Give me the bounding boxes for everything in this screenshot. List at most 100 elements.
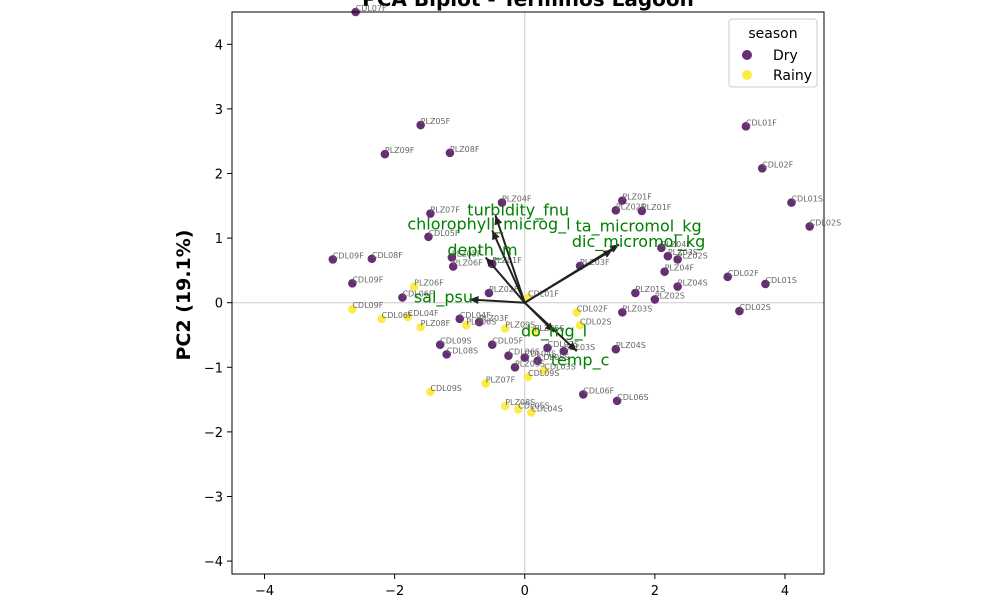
- point-label: CDL04S: [525, 350, 556, 359]
- data-point: [448, 261, 459, 272]
- point-label: PLZ04F: [661, 240, 691, 249]
- point-label: PLZ03F: [479, 314, 509, 323]
- data-point: [425, 208, 436, 219]
- y-tick-label: 0: [215, 297, 223, 312]
- data-point: [347, 278, 358, 289]
- point-label: PLZ01S: [635, 285, 665, 294]
- loading-arrow: [491, 229, 526, 304]
- loading-label: turbidity_fnu: [467, 200, 569, 220]
- point-label: PLZ02S: [678, 251, 708, 260]
- data-point: [672, 281, 683, 292]
- legend-marker: [742, 50, 752, 60]
- loading-label: sal_psu: [414, 288, 473, 308]
- data-point: [630, 288, 641, 298]
- data-point: [804, 221, 815, 232]
- data-point: [397, 292, 408, 303]
- y-tick-label: −2: [204, 426, 223, 441]
- point-label: CDL02F: [728, 269, 759, 278]
- legend-box: [728, 18, 818, 88]
- data-point: [786, 197, 797, 208]
- plot-area: CDL07F PLZ05F PLZ09F PLZ08F CDL01F CDL02F CDL0…: [204, 4, 841, 599]
- point-label: CDL09S: [430, 384, 461, 393]
- data-point: [409, 281, 420, 292]
- point-label: CDL02F: [762, 160, 793, 169]
- point-label: PLZ02S: [655, 291, 685, 300]
- point-label: CDL03S: [544, 363, 575, 372]
- y-tick-label: −1: [204, 361, 223, 376]
- point-label: CDL09F: [352, 275, 383, 284]
- data-point: [532, 355, 543, 366]
- data-point: [402, 312, 413, 322]
- point-label: CDL01S: [791, 195, 822, 204]
- data-point: [760, 279, 771, 289]
- point-label: PLZ02F: [489, 285, 519, 294]
- point-label: CDL04S: [531, 405, 562, 414]
- data-point: [672, 254, 683, 265]
- loading-arrow: [469, 298, 525, 304]
- point-label: PLZ01F: [492, 256, 522, 265]
- data-point: [454, 313, 465, 324]
- data-point: [610, 205, 621, 216]
- point-label: PLZ01F: [622, 193, 652, 202]
- point-label: CDL05F: [428, 229, 459, 238]
- legend-entry: Dry: [773, 48, 798, 64]
- data-point: [415, 120, 426, 130]
- legend-entry: Rainy: [773, 68, 812, 84]
- loading-arrow: [484, 256, 526, 304]
- point-label: PLZ04S: [678, 279, 708, 288]
- data-point: [513, 404, 524, 415]
- data-point: [610, 344, 621, 355]
- legend-title: season: [748, 26, 797, 42]
- x-tick-label: 0: [521, 584, 529, 599]
- data-point: [571, 307, 582, 318]
- data-point: [757, 163, 768, 174]
- data-point: [529, 326, 540, 337]
- point-label: PLZ08S: [505, 398, 535, 407]
- data-point: [423, 231, 434, 242]
- loading-arrow: [524, 301, 578, 352]
- point-label: CDL05F: [492, 337, 523, 346]
- point-label: CDL05S: [518, 401, 549, 410]
- data-point: [327, 254, 338, 265]
- data-point: [656, 242, 667, 253]
- data-point: [500, 401, 511, 411]
- data-point: [539, 365, 550, 376]
- point-label: PLZ07F: [486, 375, 516, 384]
- data-point: [558, 346, 569, 357]
- point-label: PLZ02F: [616, 202, 646, 211]
- y-tick-label: 1: [215, 232, 223, 247]
- point-label: CDL01F: [746, 118, 777, 127]
- point-label: CDL02F: [577, 304, 608, 313]
- point-label: CDL06F: [583, 386, 614, 395]
- point-label: PLZ05S: [515, 359, 545, 368]
- point-label: CDL09S: [528, 369, 559, 378]
- data-point: [510, 362, 520, 373]
- data-point: [503, 350, 514, 361]
- point-label: CDL06F: [382, 311, 413, 320]
- point-label: PLZ08F: [421, 319, 451, 328]
- y-tick-label: −3: [204, 490, 223, 505]
- data-point: [734, 306, 745, 316]
- data-point: [415, 322, 426, 333]
- loading-label: do_mg_l: [521, 321, 587, 341]
- loading-arrowhead: [469, 295, 479, 304]
- point-label: CDL06S: [617, 393, 648, 402]
- legend-marker: [742, 70, 752, 80]
- x-tick-label: −2: [385, 584, 404, 599]
- y-tick-label: 2: [215, 167, 223, 182]
- data-point: [649, 294, 660, 305]
- point-label: CDL06F: [402, 290, 433, 299]
- loading-label: dic_micromol_kg: [572, 232, 705, 252]
- data-point: [636, 206, 647, 216]
- chart-title: PCA Biplot - Términos Lagoon: [362, 0, 694, 11]
- point-label: CDL02S: [810, 218, 841, 227]
- data-point: [617, 195, 628, 206]
- data-point: [441, 349, 452, 360]
- data-point: [526, 407, 537, 418]
- data-point: [662, 251, 673, 262]
- point-label: CDL05S: [538, 353, 569, 362]
- data-point: [376, 313, 387, 324]
- point-label: CDL01S: [765, 276, 796, 285]
- point-label: PLZ05F: [421, 117, 451, 126]
